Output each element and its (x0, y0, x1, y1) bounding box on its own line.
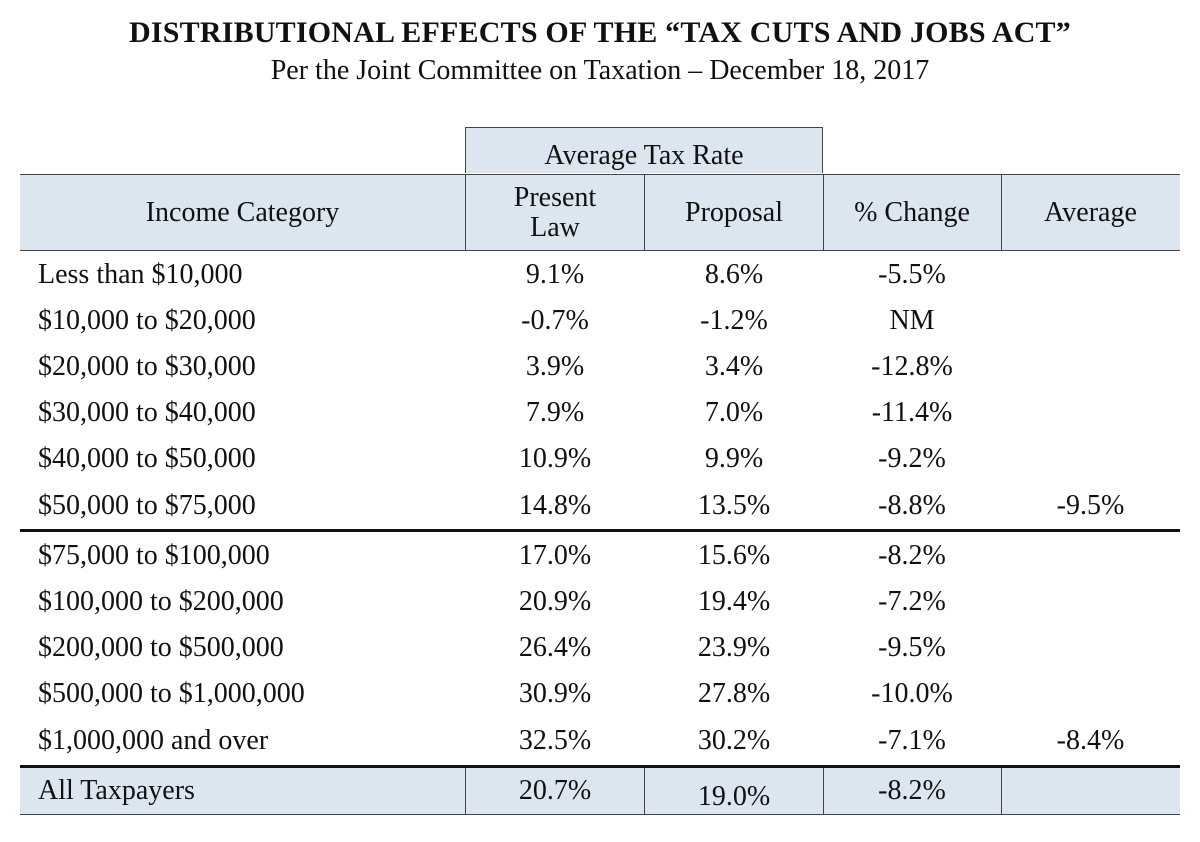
total-pct-change: -8.2% (878, 775, 946, 806)
total-present-law: 20.7% (518, 775, 592, 806)
row-proposal: 27.8% (697, 678, 771, 709)
table-row: $40,000 to $50,000 10.9% 9.9% -9.2% (20, 436, 1180, 482)
row-present-law: 10.9% (518, 443, 592, 474)
table-row: $30,000 to $40,000 7.9% 7.0% -11.4% (20, 390, 1180, 436)
header-present-law: Present Law (513, 182, 597, 243)
row-income-category: $500,000 to $1,000,000 (38, 678, 305, 709)
row-present-law: 17.0% (518, 540, 592, 571)
row-pct-change: -5.5% (878, 259, 946, 290)
total-row-divider (1001, 768, 1002, 814)
row-average: -9.5% (1056, 490, 1125, 521)
table-header-row: Income Category Present Law Proposal % C… (20, 174, 1180, 251)
row-income-category: $1,000,000 and over (38, 725, 269, 756)
total-row-divider (644, 768, 645, 814)
row-present-law: -0.7% (521, 305, 589, 336)
row-proposal: 23.9% (697, 632, 771, 663)
table-row: $50,000 to $75,000 14.8% 13.5% -8.8% -9.5% (20, 483, 1180, 529)
row-proposal: 7.0% (704, 397, 764, 428)
row-pct-change: -9.5% (878, 632, 946, 663)
row-proposal: 3.4% (704, 351, 764, 382)
total-row-divider (465, 768, 466, 814)
row-pct-change: -7.2% (878, 586, 946, 617)
header-proposal: Proposal (685, 197, 783, 228)
header-divider (823, 175, 824, 251)
table-row: $75,000 to $100,000 17.0% 15.6% -8.2% (20, 533, 1180, 579)
row-pct-change: -8.2% (878, 540, 946, 571)
row-income-category: $50,000 to $75,000 (38, 490, 256, 521)
row-pct-change: -12.8% (871, 351, 953, 382)
row-proposal: 19.4% (697, 586, 771, 617)
total-row-background (20, 768, 1180, 815)
row-income-category: $30,000 to $40,000 (38, 397, 256, 428)
group-divider-line (20, 529, 1180, 532)
table-row: Less than $10,000 9.1% 8.6% -5.5% (20, 252, 1180, 298)
table-row-total: All Taxpayers 20.7% 19.0% -8.2% (20, 768, 1180, 814)
header-divider (465, 175, 466, 251)
total-row-divider (823, 768, 824, 814)
table-row: $500,000 to $1,000,000 30.9% 27.8% -10.0% (20, 671, 1180, 717)
row-income-category: $75,000 to $100,000 (38, 540, 270, 571)
row-income-category: $40,000 to $50,000 (38, 443, 256, 474)
header-divider (644, 175, 645, 251)
total-divider-line (20, 765, 1180, 768)
header-income-category: Income Category (145, 197, 340, 228)
row-pct-change: -10.0% (871, 678, 953, 709)
row-present-law: 9.1% (525, 259, 585, 290)
table-row: $1,000,000 and over 32.5% 30.2% -7.1% -8.4% (20, 718, 1180, 764)
row-income-category: $20,000 to $30,000 (38, 351, 256, 382)
row-present-law: 30.9% (518, 678, 592, 709)
document-subtitle: Per the Joint Committee on Taxation – De… (270, 55, 930, 86)
row-average: -8.4% (1056, 725, 1125, 756)
table-row: $100,000 to $200,000 20.9% 19.4% -7.2% (20, 579, 1180, 625)
total-proposal: 19.0% (697, 781, 771, 812)
row-pct-change: NM (889, 305, 935, 336)
row-present-law: 26.4% (518, 632, 592, 663)
row-present-law: 32.5% (518, 725, 592, 756)
row-income-category: Less than $10,000 (38, 259, 243, 290)
row-pct-change: -9.2% (878, 443, 946, 474)
row-present-law: 7.9% (525, 397, 585, 428)
row-present-law: 3.9% (525, 351, 585, 382)
row-pct-change: -7.1% (878, 725, 946, 756)
header-average: Average (1044, 197, 1137, 228)
row-proposal: -1.2% (700, 305, 768, 336)
row-pct-change: -11.4% (871, 397, 953, 428)
header-divider (1001, 175, 1002, 251)
total-category: All Taxpayers (38, 775, 195, 806)
row-income-category: $100,000 to $200,000 (38, 586, 284, 617)
row-present-law: 14.8% (518, 490, 592, 521)
row-proposal: 13.5% (697, 490, 771, 521)
document-title: DISTRIBUTIONAL EFFECTS OF THE “TAX CUTS … (129, 16, 1071, 49)
row-proposal: 9.9% (704, 443, 764, 474)
average-tax-rate-group-header: Average Tax Rate (465, 127, 823, 173)
row-present-law: 20.9% (518, 586, 592, 617)
header-pct-change: % Change (854, 197, 970, 228)
row-proposal: 30.2% (697, 725, 771, 756)
table-row: $200,000 to $500,000 26.4% 23.9% -9.5% (20, 625, 1180, 671)
table-row: $20,000 to $30,000 3.9% 3.4% -12.8% (20, 344, 1180, 390)
row-proposal: 8.6% (704, 259, 764, 290)
row-income-category: $10,000 to $20,000 (38, 305, 256, 336)
row-income-category: $200,000 to $500,000 (38, 632, 284, 663)
row-pct-change: -8.8% (878, 490, 946, 521)
table-row: $10,000 to $20,000 -0.7% -1.2% NM (20, 298, 1180, 344)
row-proposal: 15.6% (697, 540, 771, 571)
